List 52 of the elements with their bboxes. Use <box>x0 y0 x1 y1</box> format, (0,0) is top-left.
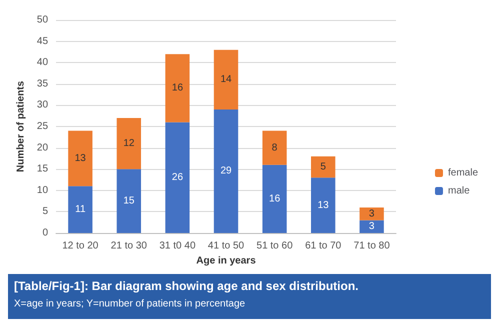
y-tick-label: 20 <box>36 142 48 154</box>
bar <box>214 50 238 110</box>
data-label: 3 <box>368 221 375 232</box>
bar <box>360 220 384 233</box>
bar <box>68 130 92 186</box>
data-label: 5 <box>320 161 326 172</box>
y-tick-label: 45 <box>36 36 48 47</box>
data-label: 16 <box>172 82 184 94</box>
bar <box>311 178 336 233</box>
bar <box>165 122 190 233</box>
x-tick-label: 51 to 60 <box>256 240 294 252</box>
bar <box>68 186 92 233</box>
bar <box>311 156 336 178</box>
data-label: 3 <box>368 208 375 220</box>
data-label: 16 <box>269 193 281 204</box>
data-label: 15 <box>123 196 135 207</box>
text: [Table/Fig-1]: Bar diagram showing age and sex distribution. <box>14 279 358 293</box>
data-label: 29 <box>220 166 232 177</box>
y-axis-title: Number of patients <box>16 80 26 172</box>
data-label: 13 <box>318 200 330 211</box>
x-tick-label: 12 to 20 <box>62 240 99 252</box>
x-tick-label: 41 to 50 <box>208 240 245 252</box>
y-tick-label: 30 <box>36 100 48 111</box>
data-label: 12 <box>123 138 135 150</box>
legend-label: male <box>448 186 470 196</box>
y-tick-label: 35 <box>36 78 48 90</box>
y-tick-label: 15 <box>36 164 48 175</box>
bar <box>360 207 384 220</box>
legend-label: female <box>448 168 478 178</box>
y-tick-label: 25 <box>36 121 48 132</box>
x-tick-label: 71 to 80 <box>354 240 390 252</box>
text: X=age in years; Y=number of patients in percentage <box>14 298 246 310</box>
y-tick-label: 10 <box>36 184 48 196</box>
bar <box>116 169 142 233</box>
x-axis-title: Age in years <box>196 255 256 266</box>
data-label: 14 <box>220 74 232 86</box>
data-label: 11 <box>75 204 86 216</box>
y-tick-label: 40 <box>36 57 48 68</box>
bar <box>262 164 287 233</box>
bar <box>165 54 190 122</box>
data-label: 13 <box>74 152 86 164</box>
x-tick-label: 21 to 30 <box>110 240 148 252</box>
x-tick-label: 61 to 70 <box>305 240 342 252</box>
y-tick-label: 5 <box>42 206 48 218</box>
bar <box>116 118 142 170</box>
y-tick-label: 0 <box>42 228 48 238</box>
bar <box>262 130 287 165</box>
data-label: 8 <box>272 142 278 154</box>
x-tick-label: 31 t0 40 <box>159 240 196 252</box>
bar <box>214 109 238 233</box>
y-tick-label: 50 <box>36 14 48 26</box>
data-label: 26 <box>172 172 184 184</box>
